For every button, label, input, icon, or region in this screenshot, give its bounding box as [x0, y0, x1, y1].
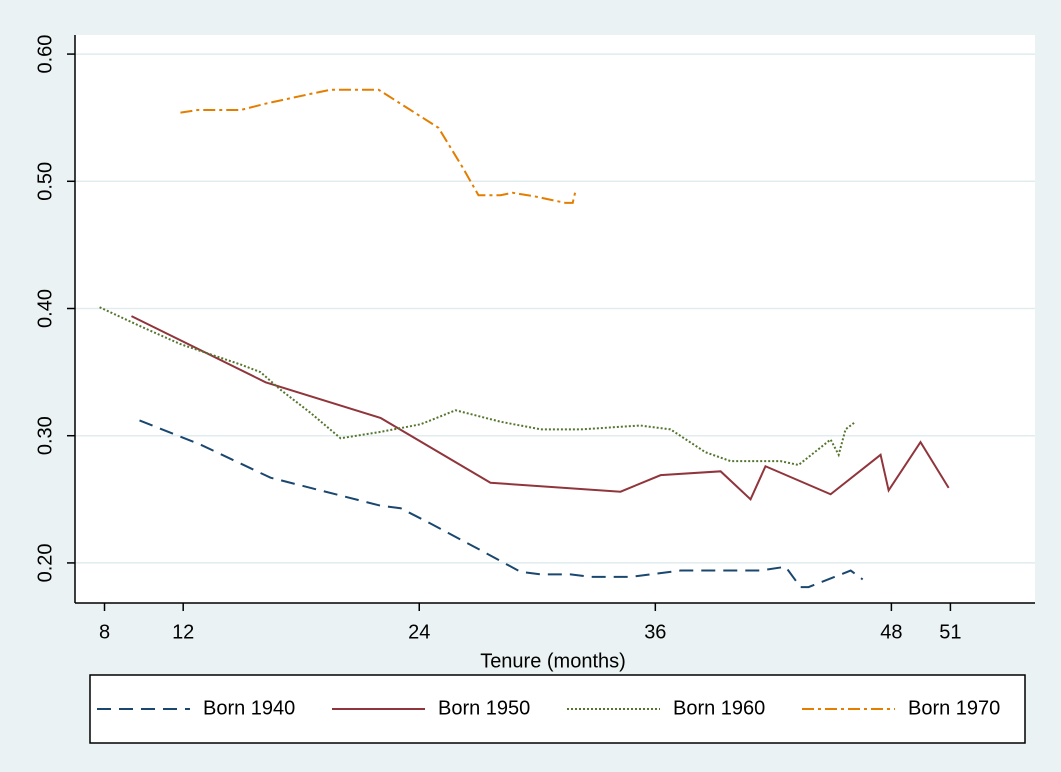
y-tick-label: 0.50 [34, 162, 56, 201]
x-axis-title: Tenure (months) [480, 650, 626, 672]
x-tick-label: 51 [939, 621, 961, 643]
legend-label: Born 1960 [673, 697, 765, 719]
legend-label: Born 1970 [908, 697, 1000, 719]
plot-area [75, 35, 1035, 603]
legend-label: Born 1940 [203, 697, 295, 719]
y-tick-label: 0.30 [34, 416, 56, 455]
legend-label: Born 1950 [438, 697, 530, 719]
series-line [139, 419, 864, 589]
x-tick-label: 24 [408, 621, 430, 643]
y-tick-label: 0.40 [34, 289, 56, 328]
x-tick-label: 48 [880, 621, 902, 643]
series-line [180, 88, 577, 204]
y-tick-label: 0.20 [34, 543, 56, 582]
x-tick-label: 36 [644, 621, 666, 643]
y-tick-label: 0.60 [34, 35, 56, 74]
x-tick-label: 12 [172, 621, 194, 643]
series-line [99, 306, 857, 467]
x-tick-label: 8 [99, 621, 110, 643]
legend-box [89, 674, 1026, 744]
